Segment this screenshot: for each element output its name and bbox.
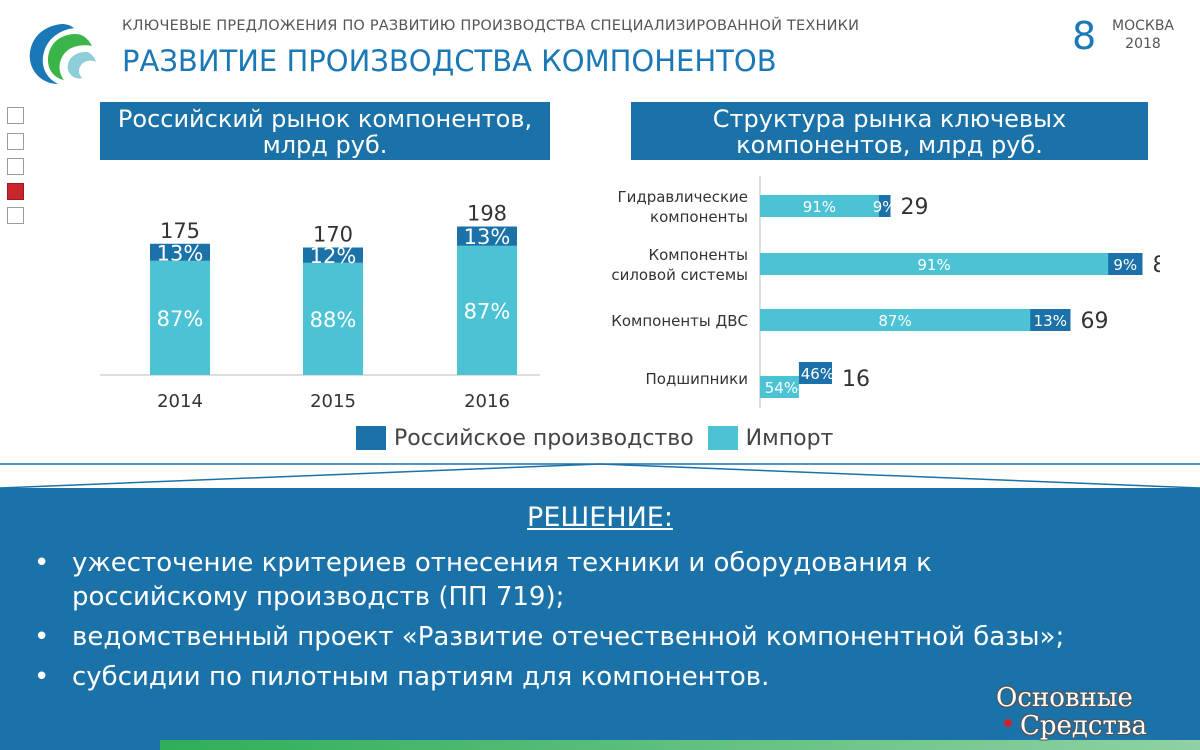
bottom-accent-bar [160,740,1200,750]
right-chart-title: Структура рынка ключевых компонентов, мл… [631,102,1148,160]
page-number: 8 [1072,14,1097,58]
company-logo [29,24,96,84]
chart-legend: Российское производство Импорт [356,424,847,452]
bar-import [760,376,799,398]
bar-russian [150,243,210,261]
x-tick-label: 2016 [464,391,510,412]
bar-label-import: 91% [917,256,950,274]
bar-label-import: 54% [765,379,798,397]
bar-import [760,195,879,217]
legend-swatch-russian [356,426,386,450]
bar-total-label: 170 [313,223,353,247]
legend-label-russian: Российское производство [394,425,694,451]
market-bar-chart: 13% 87% 175 2014 12% 88% 170 2015 13% 87% 198 2016 [100,202,540,412]
bar-label-russian: 13% [157,241,204,265]
bar-label-russian: 9% [1113,256,1137,274]
bar-label-import: 87% [157,307,204,331]
bar-total-label: 29 [901,195,929,220]
bar-label-russian: 13% [1034,312,1067,330]
page-title: РАЗВИТИЕ ПРОИЗВОДСТВА КОМПОНЕНТОВ [122,44,777,78]
slide-nav-5[interactable] [7,207,24,224]
city-label: МОСКВА [1112,18,1174,34]
watermark: Основные Средства [996,684,1147,740]
solution-item-text: ужесточение критериев отнесения техники … [72,548,932,612]
bar-russian [1030,309,1071,331]
slide-nav-2[interactable] [7,133,24,150]
bar-total-label: 175 [160,219,200,243]
bar-import [150,260,210,375]
solution-item: • субсидии по пилотным партиям для компон… [34,660,1114,694]
year-label: 2018 [1125,36,1161,52]
solution-item-text: субсидии по пилотным партиям для компоне… [72,662,770,692]
solution-item: • ведомственный проект «Развитие отечеств… [34,620,1114,654]
bar-label-import: 87% [464,299,511,323]
slide-nav-4-active[interactable] [7,183,24,200]
bar-total-label: 69 [1081,309,1109,334]
y-category-label: Компоненты силовой системы [611,246,748,284]
solution-item: • ужесточение критериев отнесения техники… [34,546,1114,614]
header-subtitle: КЛЮЧЕВЫЕ ПРЕДЛОЖЕНИЯ ПО РАЗВИТИЮ ПРОИЗВО… [122,18,860,34]
bullet-icon: • [34,548,50,578]
watermark-dot-icon [1004,719,1012,727]
bar-import [303,262,363,375]
bar-total-label: 198 [467,202,507,226]
bar-label-russian: 12% [310,244,357,268]
bullet-icon: • [34,622,50,652]
bar-russian [798,362,832,384]
bar-label-russian: 13% [464,225,511,249]
bar-total-label: 16 [842,367,870,392]
watermark-line1: Основные [996,683,1133,713]
structure-bar-chart: 91%9%29Гидравлическиекомпоненты91%9%85Ко… [611,176,1161,408]
slide-nav-1[interactable] [7,107,24,124]
bar-russian [1108,253,1143,275]
solution-list: • ужесточение критериев отнесения техники… [34,546,1114,700]
bar-russian [457,226,517,246]
solution-panel: РЕШЕНИЕ: • ужесточение критериев отнесени… [0,488,1200,750]
bar-label-russian: 46% [801,365,834,383]
location-date: МОСКВА 2018 [1112,17,1174,53]
legend-item-russian: Российское производство [356,426,694,451]
solution-item-text: ведомственный проект «Развитие отечестве… [72,622,1065,652]
bar-label-import: 88% [310,308,357,332]
legend-label-import: Импорт [745,425,834,451]
bar-label-import: 87% [878,312,911,330]
x-tick-label: 2014 [157,391,203,412]
bar-import [760,309,1031,331]
slide-nav-3[interactable] [7,158,24,175]
y-category-label: Компоненты ДВС [611,312,748,330]
legend-swatch-import [707,426,738,450]
left-chart-title: Российский рынок компонентов, млрд руб. [100,102,550,160]
bar-label-russian: 9% [873,198,897,216]
section-divider [0,463,1200,489]
bar-russian [878,195,891,217]
x-tick-label: 2015 [310,391,356,412]
legend-item-import: Импорт [707,425,834,451]
bar-import [760,253,1109,275]
bar-total-label: 85 [1153,253,1161,278]
bar-label-import: 91% [803,198,836,216]
y-category-label: Подшипники [646,370,748,388]
bar-import [457,245,517,375]
bar-russian [303,247,363,263]
bullet-icon: • [34,662,50,692]
y-category-label: Гидравлические компоненты [617,188,748,226]
watermark-line2: Средства [1020,711,1148,741]
solution-title: РЕШЕНИЕ: [527,502,673,533]
